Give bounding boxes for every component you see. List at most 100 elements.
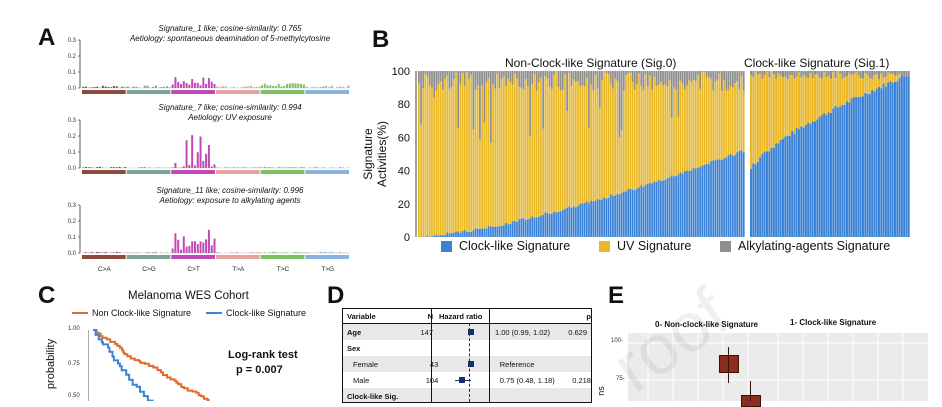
b-bar-alkyl — [531, 71, 533, 84]
b-bar-clock — [664, 180, 666, 237]
b-bar-clock — [899, 78, 901, 237]
forest-divider-2 — [489, 309, 490, 402]
b-bar-uv — [438, 84, 440, 235]
b-bar-clock — [605, 198, 607, 237]
b-bar-alkyl — [671, 71, 673, 118]
a-bar-2-32 — [172, 248, 174, 253]
a-bar-2-3 — [91, 252, 93, 253]
b-bar-alkyl — [512, 71, 514, 84]
b-bar-alkyl — [736, 71, 738, 81]
b-bar-alkyl — [777, 71, 779, 73]
b-bar-alkyl — [903, 71, 905, 76]
b-bar-uv — [558, 87, 560, 212]
a-bar-0-53 — [230, 87, 232, 88]
b-bar-uv — [468, 79, 470, 232]
b-bar-alkyl — [623, 71, 625, 91]
a-ytick-0-1: 0.2 — [68, 54, 77, 60]
b-bar-clock — [862, 96, 864, 237]
b-bar-alkyl — [750, 71, 752, 75]
b-bar-uv — [656, 86, 658, 182]
b-bar-alkyl — [562, 71, 564, 90]
b-bar-uv — [697, 75, 699, 168]
a-bar-1-40 — [194, 165, 196, 168]
b-bar-uv — [816, 74, 818, 119]
b-bar-uv — [736, 81, 738, 152]
b-bar-uv — [880, 74, 882, 89]
b-bar-uv — [809, 73, 811, 123]
b-bar-clock — [901, 76, 903, 237]
b-bar-clock — [468, 232, 470, 237]
a-bar-0-29 — [163, 87, 165, 88]
a-bar-0-62 — [255, 87, 257, 88]
b-bar-uv — [640, 86, 642, 185]
b-bar-alkyl — [516, 71, 518, 78]
b-bar-uv — [553, 75, 555, 212]
b-bar-clock — [837, 107, 839, 237]
b-bar-uv — [420, 125, 422, 237]
a-bar-2-34 — [177, 240, 179, 253]
a-bar-0-45 — [208, 78, 210, 88]
b-bar-clock — [691, 171, 693, 237]
b-bar-uv — [706, 78, 708, 164]
b-bar-uv — [664, 84, 666, 179]
a-bar-0-95 — [348, 86, 350, 88]
b-bar-clock — [839, 106, 841, 237]
b-bar-alkyl — [470, 71, 472, 75]
b-bar-uv — [867, 75, 869, 94]
b-bar-uv — [496, 74, 498, 227]
b-bar-clock — [853, 97, 855, 237]
a-ytick-0-2: 0.1 — [68, 70, 77, 76]
b-bar-uv — [688, 80, 690, 171]
a-bar-0-7 — [102, 86, 104, 88]
b-bar-alkyl — [492, 71, 494, 84]
b-bar-clock — [814, 121, 816, 237]
b-bar-uv — [651, 90, 653, 184]
b-bar-clock — [793, 133, 795, 237]
a-bar-1-20 — [138, 167, 140, 168]
b-bar-clock — [738, 151, 740, 237]
a-bar-0-26 — [155, 86, 157, 88]
a-ytick-0-0: 0.3 — [68, 38, 77, 44]
a-bar-1-68 — [272, 167, 274, 168]
b-bar-clock — [649, 183, 651, 237]
b-bar-uv — [860, 78, 862, 97]
b-bar-clock — [686, 171, 688, 237]
b-legend-item-0: Clock-like Signature — [440, 239, 570, 253]
b-bar-alkyl — [851, 71, 853, 75]
forest-row-p: 0.629 — [567, 328, 587, 337]
b-bar-clock — [825, 115, 827, 237]
b-bar-clock — [590, 201, 592, 237]
b-bar-uv — [857, 75, 859, 96]
a-strip-2-3 — [216, 255, 260, 259]
kaplan-meier-plot — [88, 322, 328, 401]
b-bar-uv — [507, 79, 509, 224]
b-bar-alkyl — [501, 71, 503, 79]
forest-divider-1 — [431, 309, 432, 402]
b-bar-alkyl — [764, 71, 766, 75]
forest-header-p: p — [499, 312, 591, 321]
a-ytick-0-3: 0.0 — [68, 86, 77, 92]
b-ytick-1: 80 — [398, 99, 410, 111]
forest-row-estimate: Reference — [498, 360, 571, 369]
b-bar-alkyl — [855, 71, 857, 72]
a-bar-0-38 — [188, 85, 190, 88]
a-bar-1-49 — [219, 167, 221, 168]
b-bar-alkyl — [490, 71, 492, 143]
b-bar-clock — [789, 136, 791, 237]
a-bar-0-84 — [317, 87, 319, 88]
a-bar-2-13 — [119, 252, 121, 253]
b-bar-clock — [438, 235, 440, 237]
a-mut-label-0: C>A — [98, 266, 111, 273]
a-strip-1-3 — [216, 170, 260, 174]
b-bar-alkyl — [759, 71, 761, 73]
b-bar-clock — [736, 152, 738, 237]
a-bar-0-43 — [202, 78, 204, 88]
b-bar-uv — [671, 118, 673, 176]
b-bar-uv — [470, 75, 472, 232]
b-bar-alkyl — [841, 71, 843, 79]
b-bar-uv — [418, 83, 420, 237]
a-bar-2-24 — [149, 252, 151, 253]
b-bar-alkyl — [536, 71, 538, 91]
b-bar-clock — [427, 236, 429, 237]
